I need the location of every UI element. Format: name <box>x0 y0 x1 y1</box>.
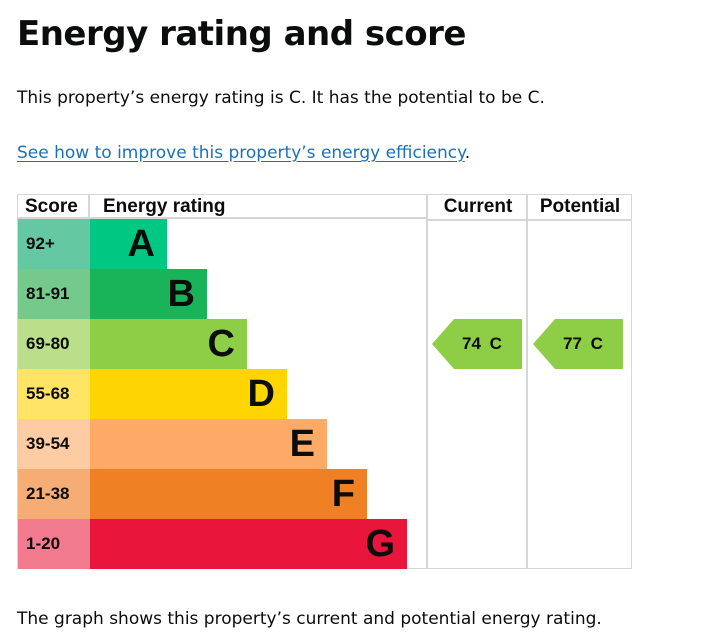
rating-summary: This property’s energy rating is C. It h… <box>17 88 545 108</box>
header-potential: Potential <box>528 195 632 221</box>
band-bar: A <box>90 219 167 269</box>
energy-rating-chart: Score Energy rating Current Potential 92… <box>17 194 632 569</box>
band-bar: C <box>90 319 247 369</box>
header-current: Current <box>428 195 528 221</box>
band-score: 69-80 <box>18 319 90 369</box>
divider <box>88 195 90 219</box>
band-score: 21-38 <box>18 469 90 519</box>
divider <box>426 195 428 568</box>
header-energy-rating: Energy rating <box>90 195 428 219</box>
improve-efficiency-link[interactable]: See how to improve this property’s energ… <box>17 143 465 163</box>
improve-paragraph: See how to improve this property’s energ… <box>17 143 470 163</box>
link-suffix: . <box>464 143 471 163</box>
page-title: Energy rating and score <box>17 14 467 54</box>
band-score: 92+ <box>18 219 90 269</box>
potential-rating-arrow: 77 C <box>533 319 623 369</box>
band-bar: E <box>90 419 327 469</box>
band-bar: B <box>90 269 207 319</box>
band-score: 81-91 <box>18 269 90 319</box>
band-score: 55-68 <box>18 369 90 419</box>
band-bar: G <box>90 519 407 569</box>
graph-description: The graph shows this property’s current … <box>17 609 602 629</box>
band-score: 1-20 <box>18 519 90 569</box>
current-rating-arrow: 74 C <box>432 319 522 369</box>
band-bar: F <box>90 469 367 519</box>
header-score: Score <box>18 195 90 219</box>
band-score: 39-54 <box>18 419 90 469</box>
divider <box>526 195 528 568</box>
band-bar: D <box>90 369 287 419</box>
